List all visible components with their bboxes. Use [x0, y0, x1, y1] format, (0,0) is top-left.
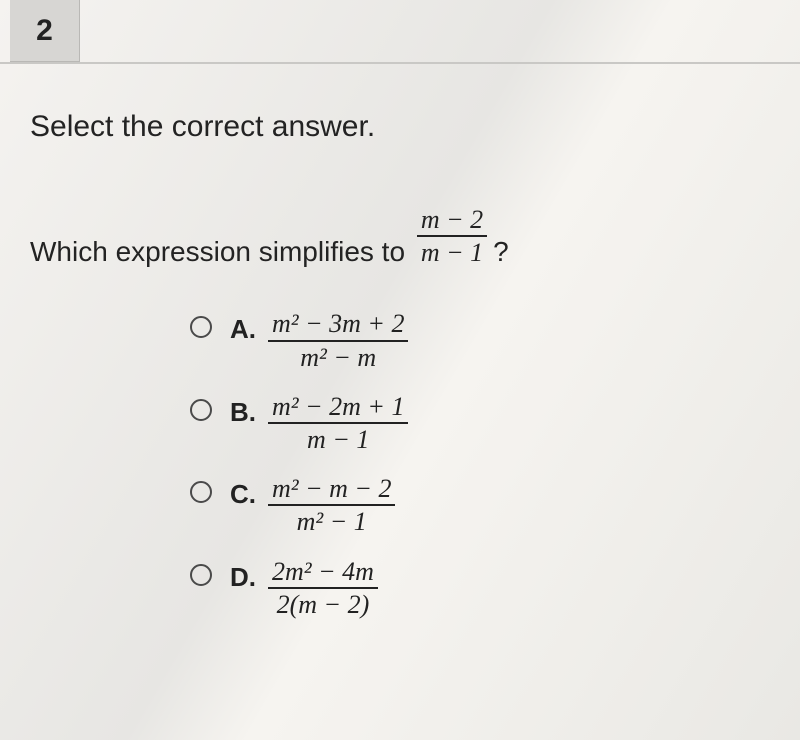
question-number-box: 2 [10, 0, 80, 62]
option-expression: 2m² − 4m 2(m − 2) [268, 556, 378, 620]
option-letter: C. [230, 479, 264, 510]
option-numerator: m² − 2m + 1 [268, 391, 408, 422]
option-expression: m² − 2m + 1 m − 1 [268, 391, 408, 455]
option-b[interactable]: B. m² − 2m + 1 m − 1 [190, 391, 770, 455]
prompt-fraction: m − 2 m − 1 [417, 204, 487, 268]
question-page: 2 Select the correct answer. Which expre… [0, 0, 800, 740]
divider [0, 62, 800, 64]
option-letter: D. [230, 562, 264, 593]
options-list: A. m² − 3m + 2 m² − m B. m² − 2m + 1 m −… [190, 308, 770, 620]
option-a[interactable]: A. m² − 3m + 2 m² − m [190, 308, 770, 372]
option-denominator: m² − 1 [293, 506, 371, 537]
instruction-text: Select the correct answer. [30, 110, 770, 144]
prompt-numerator: m − 2 [417, 204, 487, 235]
option-expression: m² − m − 2 m² − 1 [268, 473, 395, 537]
option-denominator: m − 1 [303, 424, 373, 455]
radio-icon[interactable] [190, 316, 212, 338]
option-letter: B. [230, 397, 264, 428]
content-area: Select the correct answer. Which express… [30, 100, 770, 638]
option-d[interactable]: D. 2m² − 4m 2(m − 2) [190, 556, 770, 620]
option-denominator: 2(m − 2) [273, 589, 374, 620]
prompt-denominator: m − 1 [417, 237, 487, 268]
option-letter: A. [230, 314, 264, 345]
option-expression: m² − 3m + 2 m² − m [268, 308, 408, 372]
question-prompt: Which expression simplifies to m − 2 m −… [30, 204, 770, 268]
radio-icon[interactable] [190, 564, 212, 586]
prompt-suffix: ? [493, 236, 509, 268]
option-denominator: m² − m [296, 342, 380, 373]
radio-icon[interactable] [190, 481, 212, 503]
prompt-prefix: Which expression simplifies to [30, 236, 405, 268]
option-numerator: m² − m − 2 [268, 473, 395, 504]
radio-icon[interactable] [190, 399, 212, 421]
option-numerator: m² − 3m + 2 [268, 308, 408, 339]
question-number: 2 [36, 14, 53, 48]
option-c[interactable]: C. m² − m − 2 m² − 1 [190, 473, 770, 537]
option-numerator: 2m² − 4m [268, 556, 378, 587]
